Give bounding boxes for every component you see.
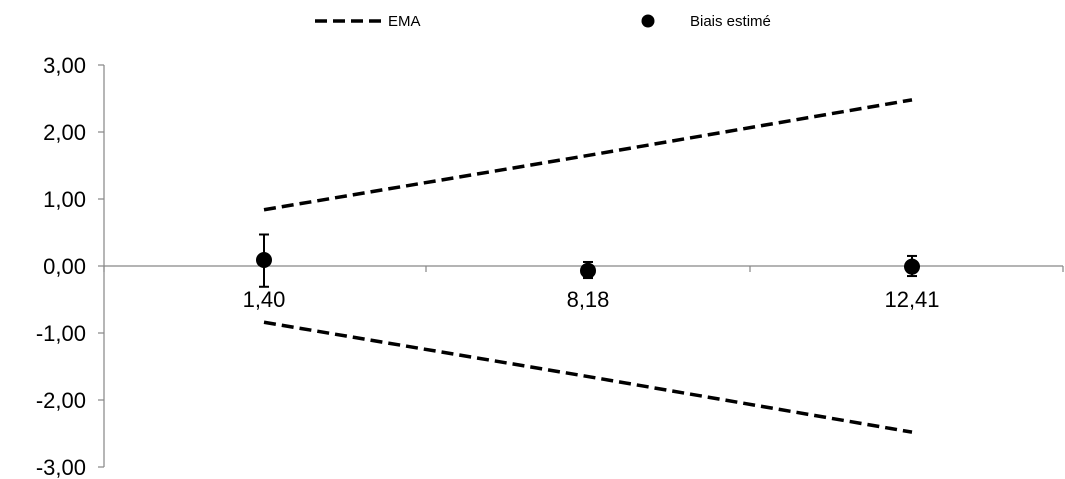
bias-series <box>256 233 920 288</box>
bias-point <box>904 258 920 275</box>
y-tick-label: 0,00 <box>43 254 86 279</box>
y-tick-label: 3,00 <box>43 53 86 78</box>
legend-bias-label: Biais estimé <box>690 13 771 30</box>
legend-bias-marker <box>641 14 655 28</box>
ema-upper-line <box>263 98 913 212</box>
bias-point <box>580 262 596 279</box>
x-tick-label: 8,18 <box>567 287 610 312</box>
y-tick-label: -2,00 <box>36 388 86 413</box>
ema-lower-line <box>263 320 913 434</box>
y-tick-label: -3,00 <box>36 455 86 479</box>
axes: 3,00 2,00 1,00 0,00 -1,00 -2,00 -3,00 1,40 8,18 1… <box>36 53 1064 479</box>
bias-point <box>256 251 272 268</box>
x-tick-label: 12,41 <box>884 287 939 312</box>
y-tick-label: -1,00 <box>36 321 86 346</box>
legend: EMA Biais estimé <box>315 13 771 30</box>
ema-series <box>263 98 913 434</box>
y-tick-label: 2,00 <box>43 120 86 145</box>
legend-ema-label: EMA <box>388 13 421 30</box>
x-tick-label: 1,40 <box>243 287 286 312</box>
y-tick-label: 1,00 <box>43 187 86 212</box>
